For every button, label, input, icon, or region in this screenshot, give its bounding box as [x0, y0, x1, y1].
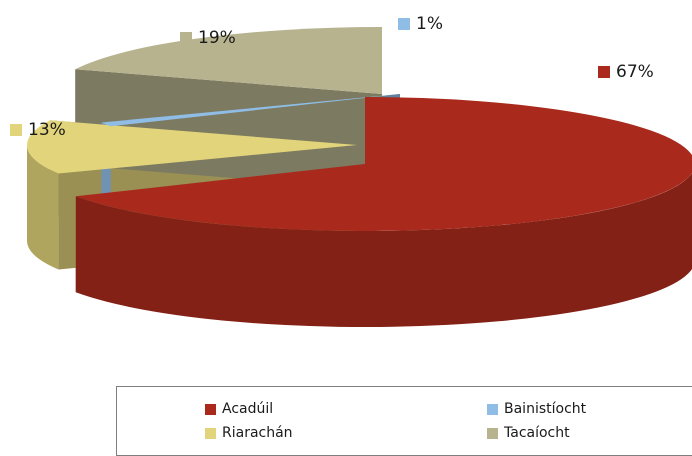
slice-side-acaduil: [75, 173, 692, 328]
legend-swatch: [205, 403, 216, 415]
legend-label: Tacaíocht: [504, 425, 570, 441]
data-label-acaduil: 67%: [598, 62, 654, 82]
slice-riarachan: [27, 120, 357, 174]
legend-item-bainistiocht: Bainistíocht: [487, 401, 586, 417]
legend-swatch: [487, 403, 498, 415]
slice-bainistiocht: [101, 94, 401, 127]
legend-swatch: [205, 427, 216, 439]
data-label-text: 19%: [198, 28, 236, 48]
data-label-bainistiocht: 1%: [398, 14, 443, 34]
data-label-text: 13%: [28, 120, 66, 140]
data-label-tacaiocht: 19%: [180, 28, 236, 48]
legend-swatch: [487, 427, 498, 439]
legend: Acadúil Bainistíocht Riarachán Tacaíocht: [116, 386, 692, 456]
data-label-swatch: [398, 18, 410, 30]
legend-label: Riarachán: [222, 425, 293, 441]
data-label-swatch: [598, 66, 610, 78]
data-label-riarachan: 13%: [10, 120, 66, 140]
data-label-text: 67%: [616, 62, 654, 82]
data-label-text: 1%: [416, 14, 443, 34]
legend-label: Acadúil: [222, 401, 274, 417]
legend-item-tacaiocht: Tacaíocht: [487, 425, 570, 441]
data-label-swatch: [10, 124, 22, 136]
slice-acaduil: [75, 97, 692, 231]
data-label-swatch: [180, 32, 192, 44]
slice-side-riarachan: [27, 145, 59, 270]
legend-label: Bainistíocht: [504, 401, 587, 417]
legend-item-acaduil: Acadúil: [205, 401, 273, 417]
legend-item-riarachan: Riarachán: [205, 425, 293, 441]
slice-tacaiocht: [75, 26, 382, 94]
